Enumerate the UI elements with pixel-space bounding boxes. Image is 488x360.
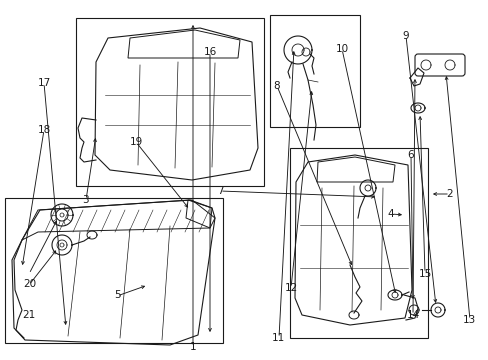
Text: 12: 12 — [284, 283, 297, 293]
Text: 19: 19 — [129, 137, 142, 147]
Bar — [76, 18, 264, 186]
Text: 3: 3 — [82, 195, 89, 205]
Text: 9: 9 — [402, 31, 408, 41]
Text: 7: 7 — [216, 186, 223, 196]
Text: 1: 1 — [189, 342, 196, 352]
Bar — [289, 148, 427, 338]
Text: 18: 18 — [37, 125, 51, 135]
Text: 5: 5 — [114, 290, 121, 300]
Text: 11: 11 — [271, 333, 285, 343]
Text: 21: 21 — [22, 310, 36, 320]
Text: 20: 20 — [23, 279, 36, 289]
Bar — [5, 198, 223, 343]
Text: 6: 6 — [407, 150, 413, 160]
Text: 16: 16 — [203, 47, 217, 57]
Text: 8: 8 — [272, 81, 279, 91]
Text: 17: 17 — [37, 78, 51, 88]
Text: 14: 14 — [406, 310, 419, 320]
Text: 15: 15 — [418, 269, 431, 279]
Bar — [269, 15, 359, 127]
Text: 2: 2 — [446, 189, 452, 199]
Text: 10: 10 — [335, 44, 348, 54]
Text: 4: 4 — [387, 209, 394, 219]
Text: 13: 13 — [462, 315, 475, 325]
